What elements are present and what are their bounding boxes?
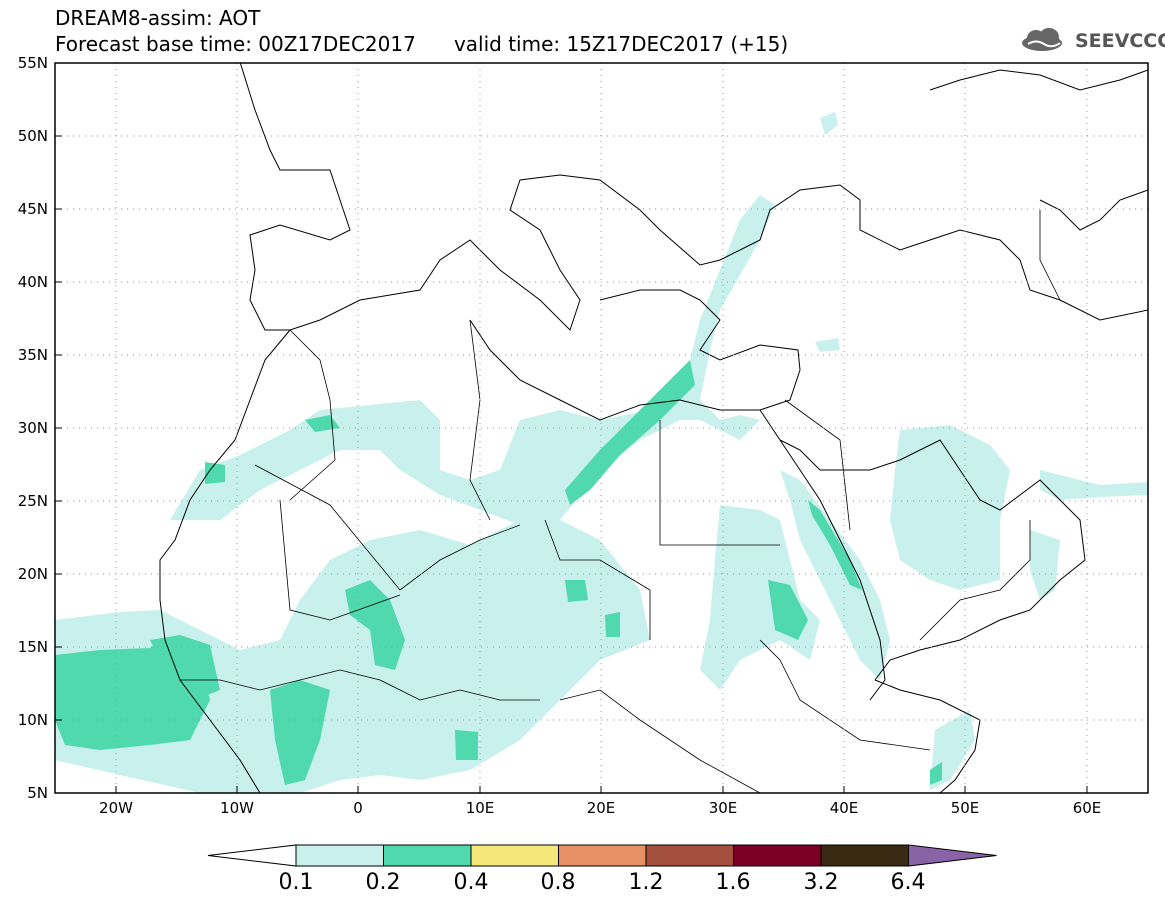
lon-label-10w: 10W xyxy=(220,799,254,817)
colorbar-swatch-2 xyxy=(383,844,472,867)
lat-label-35n: 35N xyxy=(17,346,48,364)
cloud-icon xyxy=(1022,28,1062,51)
lat-label-50n: 50N xyxy=(17,127,48,145)
colorbar-label-6.4: 6.4 xyxy=(890,870,926,895)
axis-ticks xyxy=(55,62,1088,793)
seevccc-logo xyxy=(1022,28,1062,51)
colorbar-swatch-above-6.4 xyxy=(908,844,997,867)
forecast-time-label: Forecast base time: 00Z17DEC2017 valid t… xyxy=(55,32,789,56)
colorbar-label-0.4: 0.4 xyxy=(453,870,489,895)
lat-label-20n: 20N xyxy=(17,565,48,583)
aot-map xyxy=(54,62,1149,794)
lat-label-25n: 25N xyxy=(17,492,48,510)
lon-label-10e: 10E xyxy=(465,799,495,817)
lat-label-40n: 40N xyxy=(17,273,48,291)
colorbar-swatch-5 xyxy=(645,844,734,867)
lat-label-10n: 10N xyxy=(17,711,48,729)
lat-lon-grid xyxy=(55,63,1148,793)
lon-label-40e: 40E xyxy=(829,799,859,817)
map-title: DREAM8-assim: AOT xyxy=(55,6,261,30)
lon-label-0: 0 xyxy=(353,799,363,817)
lon-label-20w: 20W xyxy=(99,799,133,817)
lat-label-5n: 5N xyxy=(27,784,48,802)
colorbar-swatch-3 xyxy=(470,844,559,867)
lat-label-15n: 15N xyxy=(17,638,48,656)
colorbar-swatch-below-0.1 xyxy=(207,844,297,867)
aot-medium-cores xyxy=(55,360,942,785)
country-borders xyxy=(180,210,1061,793)
logo-text: SEEVCCC xyxy=(1075,30,1165,52)
colorbar-label-0.1: 0.1 xyxy=(278,870,314,895)
colorbar-swatch-4 xyxy=(558,844,647,867)
colorbar-swatch-6 xyxy=(733,844,822,867)
colorbar-label-1.6: 1.6 xyxy=(715,870,751,895)
lon-label-30e: 30E xyxy=(708,799,738,817)
lat-label-55n: 55N xyxy=(17,54,48,72)
lat-label-45n: 45N xyxy=(17,200,48,218)
colorbar-swatch-7 xyxy=(820,844,909,867)
colorbar-label-0.2: 0.2 xyxy=(365,870,401,895)
colorbar-label-0.8: 0.8 xyxy=(540,870,576,895)
lon-label-60e: 60E xyxy=(1072,799,1102,817)
lon-label-50e: 50E xyxy=(950,799,980,817)
colorbar-swatch-1 xyxy=(295,844,384,867)
colorbar-label-3.2: 3.2 xyxy=(803,870,839,895)
colorbar-label-1.2: 1.2 xyxy=(628,870,664,895)
lon-label-20e: 20E xyxy=(586,799,616,817)
lat-label-30n: 30N xyxy=(17,419,48,437)
